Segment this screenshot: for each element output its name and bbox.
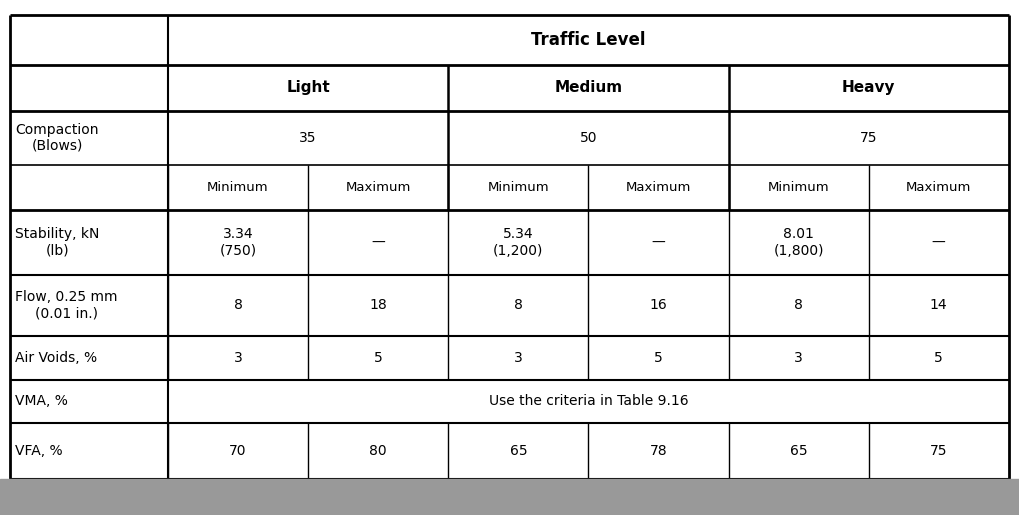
Text: Flow, 0.25 mm
(0.01 in.): Flow, 0.25 mm (0.01 in.) xyxy=(15,290,118,320)
Text: Maximum: Maximum xyxy=(906,181,971,194)
Text: 70: 70 xyxy=(229,444,247,458)
Text: 75: 75 xyxy=(860,131,877,145)
Text: —: — xyxy=(931,235,946,249)
Text: —: — xyxy=(371,235,385,249)
Text: 16: 16 xyxy=(649,298,667,313)
Text: Compaction
(Blows): Compaction (Blows) xyxy=(15,123,99,153)
Text: Maximum: Maximum xyxy=(626,181,691,194)
Text: Light: Light xyxy=(286,80,330,95)
Text: 8.01
(1,800): 8.01 (1,800) xyxy=(773,227,823,258)
Text: Use the criteria in Table 9.16: Use the criteria in Table 9.16 xyxy=(488,394,688,408)
Text: Maximum: Maximum xyxy=(345,181,411,194)
Text: 75: 75 xyxy=(930,444,948,458)
Text: Stability, kN
(lb): Stability, kN (lb) xyxy=(15,227,100,258)
Text: Air Voids, %: Air Voids, % xyxy=(15,351,98,365)
Text: 50: 50 xyxy=(580,131,597,145)
Text: 3.34
(750): 3.34 (750) xyxy=(219,227,257,258)
Text: Minimum: Minimum xyxy=(487,181,549,194)
Text: Heavy: Heavy xyxy=(842,80,896,95)
Text: 3: 3 xyxy=(233,351,243,365)
Text: Minimum: Minimum xyxy=(207,181,269,194)
Text: 8: 8 xyxy=(233,298,243,313)
Text: —: — xyxy=(651,235,665,249)
Text: Minimum: Minimum xyxy=(767,181,829,194)
Text: 8: 8 xyxy=(514,298,523,313)
Text: VFA, %: VFA, % xyxy=(15,444,63,458)
Text: 80: 80 xyxy=(369,444,387,458)
Text: 3: 3 xyxy=(794,351,803,365)
Text: Medium: Medium xyxy=(554,80,623,95)
Text: 18: 18 xyxy=(369,298,387,313)
Text: 5: 5 xyxy=(374,351,382,365)
Bar xyxy=(0,479,1019,515)
Text: 5.34
(1,200): 5.34 (1,200) xyxy=(493,227,543,258)
Text: 35: 35 xyxy=(300,131,317,145)
Text: 3: 3 xyxy=(514,351,523,365)
Text: 78: 78 xyxy=(650,444,667,458)
Text: 14: 14 xyxy=(930,298,948,313)
Text: 5: 5 xyxy=(654,351,662,365)
Text: 65: 65 xyxy=(790,444,807,458)
Text: Traffic Level: Traffic Level xyxy=(531,31,646,49)
Text: 8: 8 xyxy=(794,298,803,313)
Text: VMA, %: VMA, % xyxy=(15,394,68,408)
Text: 65: 65 xyxy=(510,444,527,458)
Text: 5: 5 xyxy=(934,351,944,365)
